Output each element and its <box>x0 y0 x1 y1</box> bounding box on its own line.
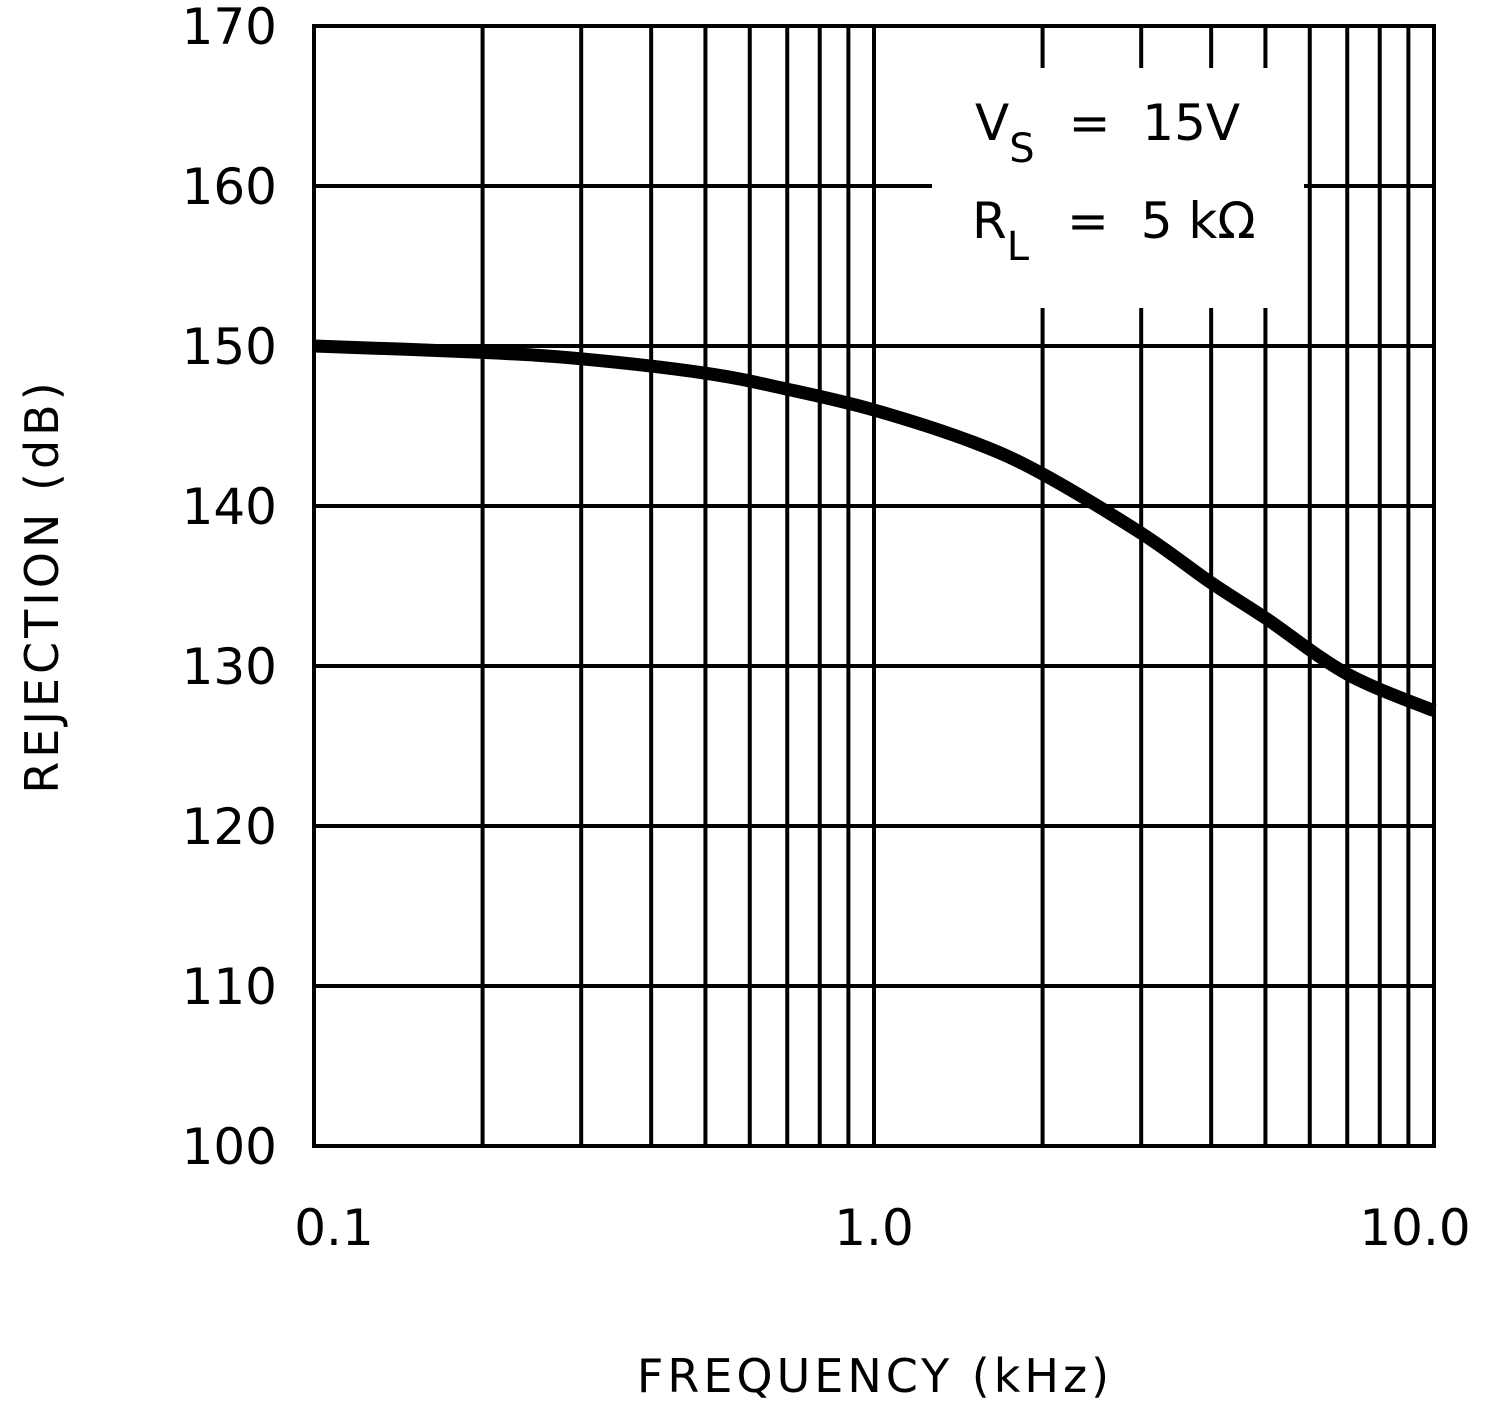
svg-text:VS= 15V: VS = 15V <box>975 94 1240 172</box>
y-tick-label: 100 <box>182 1118 277 1176</box>
annotation-background <box>932 68 1304 308</box>
y-tick-label: 130 <box>182 638 277 696</box>
rejection-curve <box>313 339 1437 717</box>
plot-frame <box>312 24 1436 1148</box>
svg-text:RL= 5 kΩ: RL = 5 kΩ <box>972 192 1256 270</box>
x-tick-labels: 0.1 1.0 10.0 <box>294 1199 1470 1257</box>
y-axis-label: REJECTION (dB) <box>15 378 69 793</box>
y-tick-label: 140 <box>182 478 277 536</box>
annotation-rl: RL = 5 kΩ <box>972 192 1256 270</box>
y-tick-labels: 100 110 120 130 140 150 160 170 <box>182 0 277 1176</box>
y-tick-label: 150 <box>182 318 277 376</box>
y-tick-label: 120 <box>182 798 277 856</box>
x-tick-label: 10.0 <box>1359 1199 1470 1257</box>
x-tick-label: 0.1 <box>294 1199 374 1257</box>
y-tick-label: 110 <box>182 958 277 1016</box>
y-tick-label: 160 <box>182 158 277 216</box>
y-tick-label: 170 <box>182 0 277 56</box>
x-tick-label: 1.0 <box>834 1199 914 1257</box>
annotation-vs: VS = 15V <box>975 94 1240 172</box>
x-axis-label: FREQUENCY (kHz) <box>637 1349 1113 1401</box>
